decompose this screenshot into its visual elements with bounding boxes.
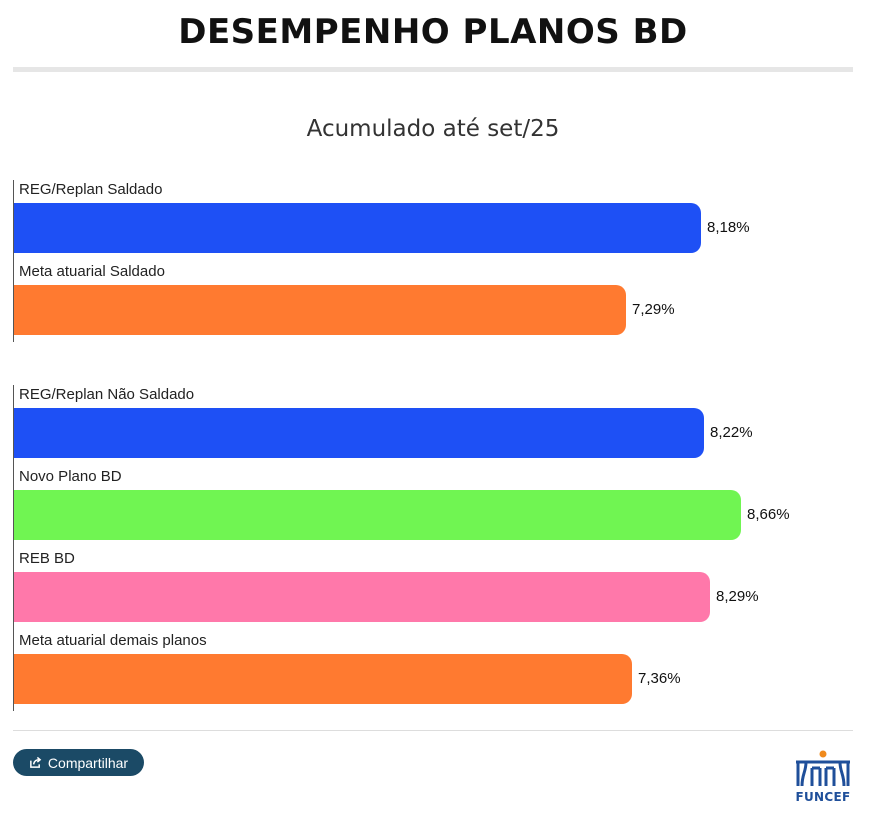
bar-value-label: 7,36% <box>638 670 681 687</box>
title-divider <box>13 67 853 72</box>
funcef-logo-text: FUNCEF <box>795 790 851 804</box>
funcef-logo-icon <box>796 750 850 787</box>
bar-label: Meta atuarial demais planos <box>19 632 207 649</box>
share-button-label: Compartilhar <box>47 754 129 771</box>
bar <box>14 490 741 540</box>
share-button[interactable]: Compartilhar <box>13 749 144 776</box>
bar-value-label: 7,29% <box>632 301 675 318</box>
bar-value-label: 8,66% <box>747 506 790 523</box>
group-axis-line <box>13 385 14 711</box>
group-axis-line <box>13 180 14 342</box>
bar <box>14 572 710 622</box>
chart-title: DESEMPENHO PLANOS BD <box>178 12 688 52</box>
bar-label: Meta atuarial Saldado <box>19 263 165 280</box>
bar-label: REG/Replan Não Saldado <box>19 386 195 403</box>
bar-value-label: 8,22% <box>710 424 753 441</box>
bar-value-label: 8,18% <box>707 219 750 236</box>
chart-subtitle: Acumulado até set/25 <box>306 116 560 142</box>
funcef-logo: FUNCEF <box>792 748 854 804</box>
bar-label: Novo Plano BD <box>19 468 122 485</box>
share-icon <box>30 756 42 768</box>
bar-label: REG/Replan Saldado <box>19 181 163 198</box>
bar-value-label: 8,29% <box>716 588 759 605</box>
bar <box>14 654 632 704</box>
bar-label: REB BD <box>19 550 75 567</box>
footer-divider <box>13 730 853 731</box>
bar <box>14 203 701 253</box>
bar <box>14 408 704 458</box>
bar <box>14 285 626 335</box>
